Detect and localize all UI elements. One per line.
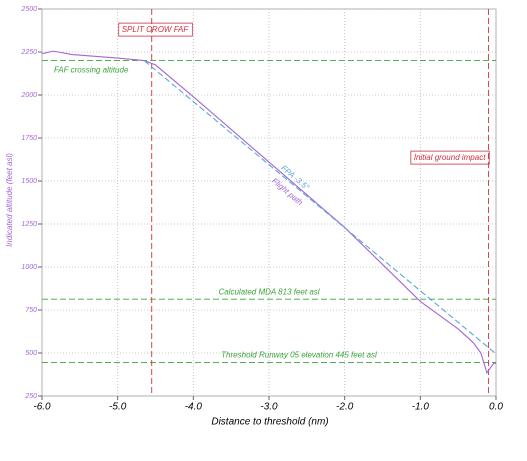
reference-label: Initial ground impact bbox=[414, 153, 486, 162]
y-axis-label: Indicated altitude (feet asl) bbox=[5, 153, 14, 247]
label-box bbox=[410, 150, 490, 165]
x-tick-label: -6.0 bbox=[33, 402, 51, 413]
series-line bbox=[143, 60, 497, 355]
reference-label: FAF crossing altitude bbox=[54, 66, 129, 75]
x-tick-label: -4.0 bbox=[185, 402, 203, 413]
y-tick-label: 2000 bbox=[20, 92, 37, 99]
y-tick-label: 1750 bbox=[21, 135, 37, 142]
x-tick-label: -2.0 bbox=[336, 402, 354, 413]
x-tick-label: -1.0 bbox=[412, 402, 430, 413]
reference-label: Calculated MDA 813 feet asl bbox=[218, 287, 319, 296]
y-tick-label: 2500 bbox=[20, 6, 37, 13]
y-tick-label: 2250 bbox=[20, 49, 37, 56]
y-tick-label: 1250 bbox=[21, 221, 37, 228]
y-tick-label: 1000 bbox=[21, 264, 37, 271]
x-tick-label: 0.0 bbox=[489, 402, 503, 413]
reference-label: Threshold Runway 05 elevation 445 feet a… bbox=[221, 351, 377, 360]
y-tick-label: 250 bbox=[24, 393, 37, 400]
y-tick-label: 500 bbox=[25, 350, 37, 357]
x-tick-label: -3.0 bbox=[260, 402, 278, 413]
x-axis-label: Distance to threshold (nm) bbox=[211, 417, 328, 428]
reference-label: SPLIT CROW FAF bbox=[122, 25, 190, 34]
x-tick-label: -5.0 bbox=[109, 402, 127, 413]
y-tick-label: 750 bbox=[25, 307, 37, 314]
series-line bbox=[41, 50, 496, 375]
y-tick-label: 1500 bbox=[21, 178, 37, 185]
label-box bbox=[118, 22, 193, 37]
